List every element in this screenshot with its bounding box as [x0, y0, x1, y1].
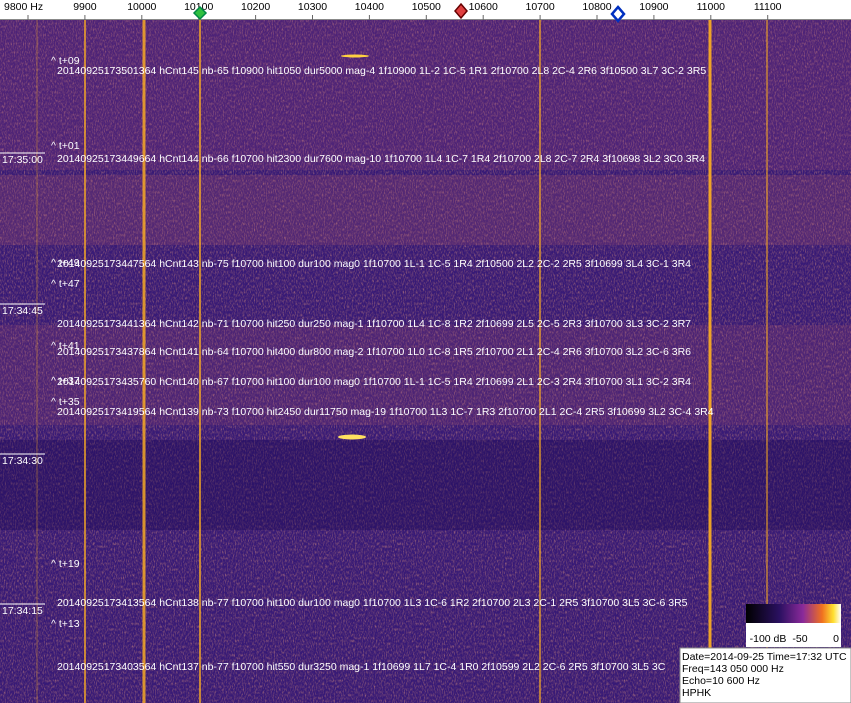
- freq-label: 10700: [525, 1, 554, 13]
- freq-label: 11100: [754, 1, 782, 13]
- info-line: Freq=143 050 000 Hz: [682, 663, 784, 675]
- event-line: 20140925173501364 hCnt145 nb-65 f10900 h…: [57, 65, 706, 77]
- time-marker: ^ t+35: [51, 396, 80, 408]
- time-marker: ^ t+47: [51, 278, 80, 290]
- time-label: 17:34:30: [2, 455, 43, 467]
- time-marker: ^ t+19: [51, 558, 80, 570]
- colorbar-label: -100 dB: [750, 633, 787, 645]
- time-label: 17:34:15: [2, 605, 43, 617]
- markers: [192, 2, 626, 23]
- time-marker: ^ t+49: [51, 257, 80, 269]
- event-line: 20140925173441364 hCnt142 nb-71 f10700 h…: [57, 318, 691, 330]
- time-label: 17:34:45: [2, 305, 43, 317]
- waterfall: [0, 20, 851, 703]
- info-line: HPHK: [682, 687, 711, 699]
- freq-label: 9800 Hz: [4, 1, 43, 13]
- time-marker: ^ t+01: [51, 140, 80, 152]
- freq-label: 10900: [639, 1, 668, 13]
- event-line: 20140925173449664 hCnt144 nb-66 f10700 h…: [57, 153, 705, 165]
- freq-label: 11000: [697, 1, 726, 13]
- time-marker: ^ t+09: [51, 55, 80, 67]
- event-line: 20140925173447564 hCnt143 nb-75 f10700 h…: [57, 258, 691, 270]
- colorbar: [746, 604, 841, 647]
- event-line: 20140925173403564 hCnt137 nb-77 f10700 h…: [57, 661, 666, 673]
- event-line: 20140925173435760 hCnt140 nb-67 f10700 h…: [57, 376, 691, 388]
- info-line: Echo=10 600 Hz: [682, 675, 760, 687]
- time-marker: ^ t+37: [51, 375, 80, 387]
- freq-label: 10500: [412, 1, 441, 13]
- freq-label: 10000: [127, 1, 156, 13]
- time-marker: ^ t+13: [51, 618, 80, 630]
- info-box: [679, 647, 851, 703]
- freq-label: 10800: [582, 1, 611, 13]
- freq-label: 10600: [469, 1, 498, 13]
- event-line: 20140925173413564 hCnt138 nb-77 f10700 h…: [57, 597, 688, 609]
- freq-label: 10300: [298, 1, 327, 13]
- colorbar-label: -50: [792, 633, 807, 645]
- time-marker: ^ t+41: [51, 340, 80, 352]
- info-line: Date=2014-09-25 Time=17:32 UTC: [682, 651, 847, 663]
- time-label: 17:35:00: [2, 154, 43, 166]
- freq-label: 10200: [241, 1, 270, 13]
- freq-label: 10400: [355, 1, 384, 13]
- colorbar-label: 0: [833, 633, 839, 645]
- event-line: 20140925173437864 hCnt141 nb-64 f10700 h…: [57, 346, 691, 358]
- event-line: 20140925173419564 hCnt139 nb-73 f10700 h…: [57, 406, 714, 418]
- freq-label: 10100: [184, 1, 213, 13]
- freq-label: 9900: [73, 1, 97, 13]
